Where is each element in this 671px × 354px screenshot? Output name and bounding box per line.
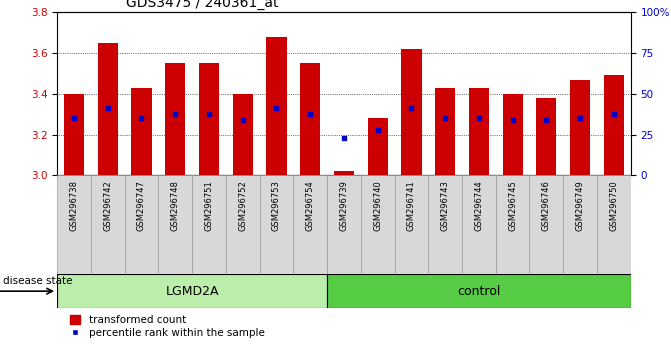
FancyBboxPatch shape	[428, 175, 462, 274]
Text: GSM296742: GSM296742	[103, 180, 112, 231]
FancyBboxPatch shape	[563, 175, 597, 274]
Text: GSM296750: GSM296750	[609, 180, 619, 231]
Bar	[604, 75, 624, 175]
FancyBboxPatch shape	[529, 175, 563, 274]
Text: GSM296749: GSM296749	[576, 180, 584, 231]
Text: disease state: disease state	[3, 275, 73, 286]
FancyBboxPatch shape	[158, 175, 192, 274]
Legend: transformed count, percentile rank within the sample: transformed count, percentile rank withi…	[68, 313, 267, 341]
Text: GSM296743: GSM296743	[441, 180, 450, 231]
FancyBboxPatch shape	[293, 175, 327, 274]
FancyBboxPatch shape	[260, 175, 293, 274]
Bar	[97, 43, 118, 175]
FancyBboxPatch shape	[395, 175, 428, 274]
FancyBboxPatch shape	[462, 175, 496, 274]
Text: GSM296753: GSM296753	[272, 180, 281, 231]
FancyBboxPatch shape	[225, 175, 260, 274]
Text: GDS3475 / 240361_at: GDS3475 / 240361_at	[126, 0, 278, 10]
FancyBboxPatch shape	[597, 175, 631, 274]
Bar	[401, 49, 421, 175]
FancyBboxPatch shape	[57, 175, 91, 274]
FancyBboxPatch shape	[361, 175, 395, 274]
Text: GSM296751: GSM296751	[205, 180, 213, 231]
Bar	[435, 88, 455, 175]
Bar	[536, 98, 556, 175]
Bar	[199, 63, 219, 175]
Text: GSM296744: GSM296744	[474, 180, 483, 231]
Text: GSM296752: GSM296752	[238, 180, 247, 231]
Text: GSM296738: GSM296738	[69, 180, 79, 231]
Bar	[503, 94, 523, 175]
FancyBboxPatch shape	[192, 175, 225, 274]
Text: LGMD2A: LGMD2A	[165, 285, 219, 298]
Bar	[570, 80, 590, 175]
Bar	[64, 94, 84, 175]
Text: GSM296747: GSM296747	[137, 180, 146, 231]
FancyBboxPatch shape	[327, 175, 361, 274]
Bar	[165, 63, 185, 175]
Bar	[368, 118, 388, 175]
Bar	[469, 88, 489, 175]
Bar	[132, 88, 152, 175]
Text: GSM296745: GSM296745	[508, 180, 517, 231]
Text: GSM296741: GSM296741	[407, 180, 416, 231]
Text: control: control	[457, 285, 501, 298]
Text: GSM296740: GSM296740	[373, 180, 382, 231]
Bar	[333, 171, 354, 175]
FancyBboxPatch shape	[91, 175, 125, 274]
FancyBboxPatch shape	[327, 274, 631, 308]
FancyBboxPatch shape	[57, 274, 327, 308]
Text: GSM296754: GSM296754	[305, 180, 315, 231]
Bar	[233, 94, 253, 175]
Text: GSM296748: GSM296748	[170, 180, 180, 231]
Bar	[266, 37, 287, 175]
Text: GSM296739: GSM296739	[340, 180, 348, 231]
FancyBboxPatch shape	[496, 175, 529, 274]
Text: GSM296746: GSM296746	[542, 180, 551, 231]
Bar	[300, 63, 320, 175]
FancyBboxPatch shape	[125, 175, 158, 274]
